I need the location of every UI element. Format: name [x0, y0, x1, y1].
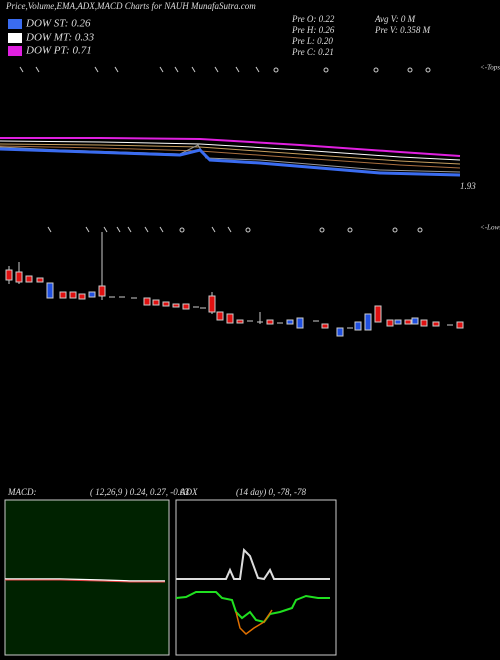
- legend-swatch: [8, 33, 22, 43]
- stat: Pre V: 0.358 M: [374, 25, 431, 35]
- candles: [5, 232, 464, 337]
- adx-params: (14 day) 0, -78, -78: [236, 487, 306, 497]
- adx-name: ADX: [179, 487, 198, 497]
- zero-markers: [179, 67, 431, 233]
- macd-name: MACD:: [7, 487, 37, 497]
- adx-plus: [175, 591, 330, 624]
- macd-params: ( 12,26,9 ) 0.24, 0.27, -0.03: [90, 487, 189, 497]
- stat: Pre L: 0.20: [291, 36, 333, 46]
- lows-label: <-Lows: [480, 224, 500, 232]
- adx-line: [176, 547, 330, 581]
- adx-panel: [175, 499, 337, 656]
- legend-swatch: [8, 46, 22, 56]
- tops-label: <-Tops: [480, 64, 500, 72]
- stat: Pre H: 0.26: [291, 25, 335, 35]
- stat: Pre C: 0.21: [291, 47, 334, 57]
- macd-line: [5, 578, 165, 582]
- legend-label: DOW PT: 0.71: [25, 45, 92, 57]
- legend-swatch: [8, 19, 22, 29]
- macd-signal: [5, 579, 165, 583]
- ema-lines: [0, 137, 461, 177]
- ema-price: 1.93: [460, 181, 476, 191]
- legend-label: DOW ST: 0.26: [25, 18, 91, 30]
- adx-minus: [235, 609, 273, 635]
- stat: Pre O: 0.22: [291, 14, 335, 24]
- stat: Avg V: 0 M: [374, 14, 416, 24]
- legend-label: DOW MT: 0.33: [25, 32, 95, 44]
- top-markers: [19, 66, 260, 233]
- title: Price,Volume,EMA,ADX,MACD Charts for NAU…: [5, 1, 256, 11]
- macd-panel: [4, 499, 170, 656]
